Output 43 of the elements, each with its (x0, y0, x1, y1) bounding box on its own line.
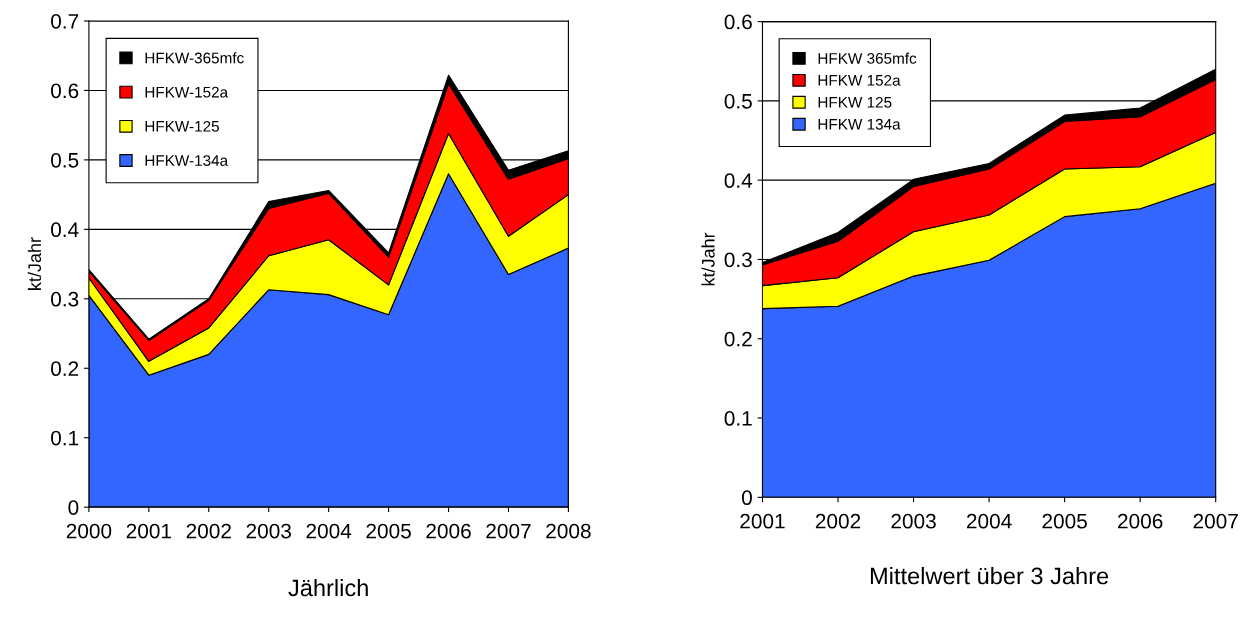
y-tick-label: 0.6 (724, 14, 752, 30)
y-tick-label: 0.2 (51, 361, 79, 377)
legend-label: HFKW 134a (818, 118, 901, 130)
y-tick-label: 0.2 (724, 331, 752, 347)
x-tick-label: 2003 (891, 513, 936, 529)
legend-label: HFKW 152a (818, 74, 901, 86)
legend-label: HFKW-152a (145, 86, 229, 98)
x-tick-label: 2003 (246, 523, 291, 539)
x-tick-label: 2005 (366, 523, 411, 539)
y-tick-label: 0.6 (51, 83, 79, 99)
y-tick-label: 0 (741, 490, 752, 506)
legend-label: HFKW-134a (145, 155, 229, 166)
y-axis-title: kt/Jahr (27, 237, 42, 290)
y-tick-label: 0.1 (724, 411, 752, 426)
y-axis-title: kt/Jahr (701, 232, 715, 286)
y-tick-label: 0.5 (724, 93, 752, 109)
x-tick-label: 2006 (1118, 513, 1163, 529)
y-tick-label: 0.4 (51, 222, 79, 238)
y-tick-label: 0 (68, 500, 79, 515)
x-tick-label: 2007 (486, 523, 531, 539)
legend-label: HFKW-125 (145, 120, 219, 132)
x-tick-label: 2004 (966, 513, 1012, 529)
text: Mittelwert über 3 Jahre (870, 567, 1109, 585)
y-tick-label: 0.5 (51, 152, 79, 168)
x-tick-label: 2005 (1042, 513, 1087, 529)
x-tick-label: 2001 (740, 513, 785, 529)
x-tick-label: 2006 (426, 523, 471, 539)
legend-label: HFKW 125 (818, 96, 892, 108)
x-tick-label: 2004 (306, 523, 352, 539)
y-tick-label: 0.3 (51, 291, 79, 307)
legend-label: HFKW 365mfc (818, 52, 917, 64)
x-tick-label: 2001 (126, 523, 171, 539)
y-tick-label: 0.7 (51, 13, 79, 29)
x-tick-label: 2000 (66, 523, 112, 539)
y-tick-label: 0.1 (51, 430, 79, 446)
y-tick-label: 0.4 (724, 173, 753, 188)
x-tick-label: 2008 (546, 523, 591, 539)
x-tick-label: 2002 (186, 523, 231, 539)
x-tick-label: 2002 (815, 513, 861, 529)
y-tick-label: 0.3 (724, 252, 752, 268)
x-tick-label: 2007 (1193, 513, 1238, 529)
legend-label: HFKW-365mfc (145, 52, 244, 64)
text: Jährlich (288, 578, 368, 597)
